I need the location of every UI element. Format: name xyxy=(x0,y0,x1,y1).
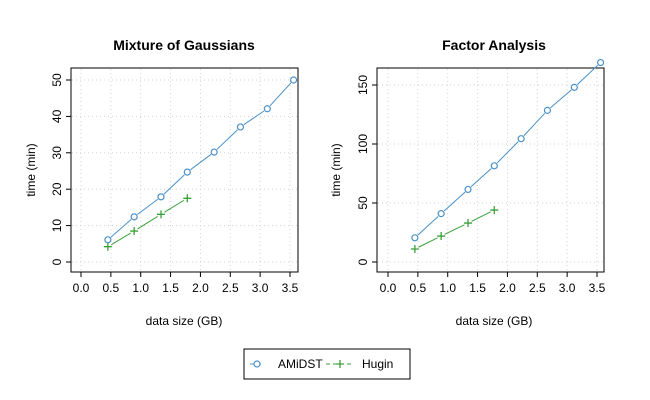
x-tick-label: 2.0 xyxy=(499,281,516,295)
y-axis-label: time (min) xyxy=(329,143,343,196)
plus-marker-icon xyxy=(336,360,344,368)
legend-box xyxy=(243,348,411,380)
plot-frame xyxy=(70,67,299,273)
y-tick-label: 0 xyxy=(356,258,370,265)
x-tick-label: 0.0 xyxy=(73,281,90,295)
data-point-amidst xyxy=(130,213,138,221)
panel-mixture-of-gaussians: Mixture of Gaussians data size (GB) time… xyxy=(24,37,299,328)
series-line-amidst xyxy=(496,141,519,164)
data-point-hugin xyxy=(130,227,139,236)
data-point-amidst xyxy=(517,135,525,143)
plot-area: 0.0 0.5 1.0 1.5 2.0 2.5 3.0 3.5 0 50 100 150 xyxy=(356,58,606,295)
series-line-hugin xyxy=(444,224,465,235)
x-tick-label: 0.5 xyxy=(410,281,427,295)
y-axis-label: time (min) xyxy=(24,143,38,196)
series-line-amidst xyxy=(216,129,238,150)
y-tick-label: 20 xyxy=(50,182,64,196)
data-point-amidst xyxy=(236,123,245,131)
series-line-hugin xyxy=(164,199,185,213)
series-line-amidst xyxy=(137,198,159,215)
data-point-amidst xyxy=(411,234,419,242)
series-line-amidst xyxy=(417,215,439,236)
data-point-amidst xyxy=(157,193,165,201)
data-point-amidst xyxy=(104,236,112,244)
chart-title: Mixture of Gaussians xyxy=(113,37,255,53)
legend-item-amidst: AMiDST xyxy=(250,357,323,371)
data-point-amidst xyxy=(183,168,191,176)
data-point-hugin xyxy=(410,245,419,254)
data-point-amidst xyxy=(596,58,605,67)
data-point-amidst xyxy=(490,162,498,170)
y-tick-label: 10 xyxy=(50,219,64,233)
x-tick-label: 2.5 xyxy=(529,281,546,295)
data-point-amidst xyxy=(289,76,298,84)
x-tick-label: 1.5 xyxy=(469,281,486,295)
x-tick-label: 3.0 xyxy=(559,281,576,295)
y-tick-label: 30 xyxy=(50,146,64,160)
y-tick-label: 40 xyxy=(50,109,64,123)
legend-label-amidst: AMiDST xyxy=(278,357,323,371)
x-tick-label: 3.5 xyxy=(589,281,606,295)
data-point-hugin xyxy=(464,219,473,228)
series-line-hugin xyxy=(471,211,491,222)
data-point-amidst xyxy=(464,185,472,194)
x-tick-label: 1.0 xyxy=(132,281,149,295)
data-point-amidst xyxy=(263,105,271,113)
x-tick-label: 3.5 xyxy=(282,281,299,295)
panel-factor-analysis: Factor Analysis data size (GB) time (min… xyxy=(329,37,606,328)
legend-item-hugin: Hugin xyxy=(326,357,393,371)
y-tick-label: 50 xyxy=(356,196,370,210)
series-line-amidst xyxy=(443,191,466,212)
x-axis-label: data size (GB) xyxy=(146,314,223,328)
y-tick-label: 100 xyxy=(356,134,370,154)
circle-marker-icon xyxy=(253,360,261,368)
series-line-amidst xyxy=(110,219,132,238)
x-tick-label: 3.0 xyxy=(252,281,269,295)
x-tick-label: 1.0 xyxy=(439,281,456,295)
series-line-amidst xyxy=(470,168,492,188)
data-point-hugin xyxy=(183,194,192,203)
y-tick-label: 0 xyxy=(50,258,64,265)
series-line-amidst xyxy=(550,89,572,109)
series-line-hugin xyxy=(111,232,131,246)
chart-title: Factor Analysis xyxy=(442,37,546,53)
legend: AMiDST Hugin xyxy=(243,348,411,380)
x-tick-label: 2.0 xyxy=(192,281,209,295)
x-tick-label: 2.5 xyxy=(222,281,239,295)
series-line-amidst xyxy=(163,174,185,195)
series-line-hugin xyxy=(418,237,438,248)
series-line-amidst xyxy=(576,64,599,85)
series-line-amidst xyxy=(269,82,292,107)
data-point-amidst xyxy=(437,210,445,218)
data-point-amidst xyxy=(570,83,578,91)
series-line-amidst xyxy=(523,112,546,137)
y-tick-label: 50 xyxy=(50,73,64,87)
legend-label-hugin: Hugin xyxy=(362,357,393,371)
data-point-hugin xyxy=(437,232,446,241)
plot-frame xyxy=(376,67,605,273)
y-tick-label: 150 xyxy=(356,75,370,95)
x-tick-label: 0.5 xyxy=(103,281,120,295)
x-tick-label: 1.5 xyxy=(162,281,179,295)
series-line-hugin xyxy=(137,216,158,230)
series-line-amidst xyxy=(243,110,265,126)
plot-area: 0.0 0.5 1.0 1.5 2.0 2.5 3.0 3.5 0 10 20 30 40 50 xyxy=(50,67,299,295)
x-tick-label: 0.0 xyxy=(380,281,397,295)
x-axis-label: data size (GB) xyxy=(456,314,533,328)
data-point-hugin xyxy=(490,206,499,215)
data-point-hugin xyxy=(103,242,112,251)
data-point-amidst xyxy=(210,148,218,156)
data-point-hugin xyxy=(157,210,166,219)
data-point-amidst xyxy=(543,106,552,114)
series-line-amidst xyxy=(190,154,212,171)
